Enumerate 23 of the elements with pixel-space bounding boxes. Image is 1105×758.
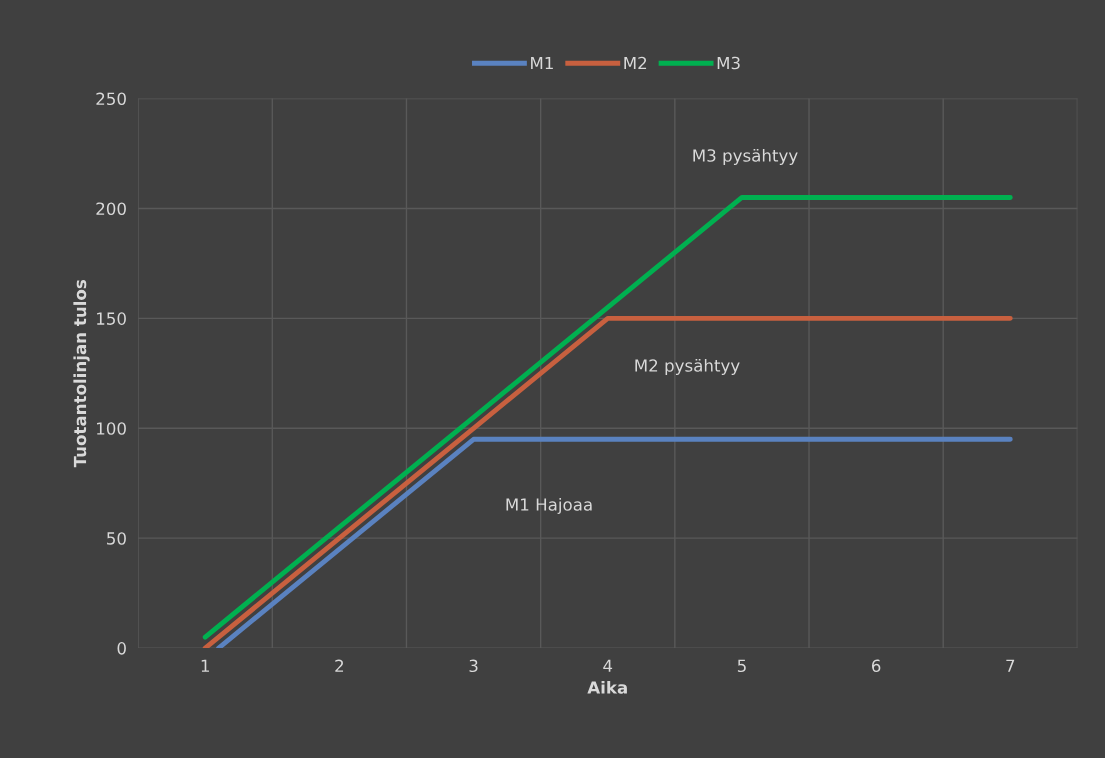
annotation: M1 Hajoaa xyxy=(506,497,592,515)
legend-label: M1 xyxy=(531,56,553,70)
y-tick-label: 150 xyxy=(97,312,126,325)
line-series xyxy=(202,315,1013,649)
y-tick-label: 100 xyxy=(97,422,126,435)
x-tick-label: 6 xyxy=(871,659,881,673)
x-tick-label: 2 xyxy=(335,659,344,672)
x-tick-label: 1 xyxy=(201,659,209,672)
x-tick-label: 5 xyxy=(737,659,746,673)
x-tick-label: 7 xyxy=(1006,659,1015,672)
legend-label: M2 xyxy=(624,56,647,70)
x-tick-label: 3 xyxy=(469,659,478,673)
y-tick-label: 50 xyxy=(107,532,126,545)
annotation: M2 pysähtyy xyxy=(635,358,740,376)
legend-label: M3 xyxy=(717,56,740,70)
x-tick-label: 4 xyxy=(603,659,613,672)
y-tick-label: 250 xyxy=(96,92,126,106)
y-tick-label: 200 xyxy=(96,202,126,216)
line-series xyxy=(202,195,1013,640)
y-axis-title: Tuotantolinjan tulos xyxy=(73,280,90,468)
annotation: M3 pysähtyy xyxy=(693,148,798,166)
x-axis-title: Aika xyxy=(587,680,627,694)
y-tick-label: 0 xyxy=(117,642,126,655)
